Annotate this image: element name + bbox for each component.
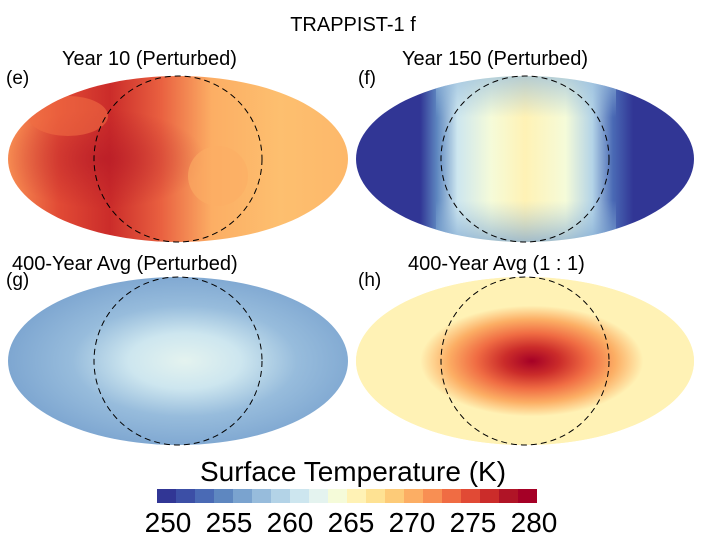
colorbar-swatch [366,489,386,503]
colorbar-swatch [195,489,215,503]
panel-g-label: (g) [6,270,30,291]
colorbar-tick: 260 [266,507,314,538]
colorbar-swatch [290,489,310,503]
substellar-ring [93,75,263,243]
panel-g-title: 400-Year Avg (Perturbed) [12,253,238,275]
panel-h-map [356,276,694,446]
panel-e-map [8,75,348,243]
colorbar-swatch [328,489,348,503]
panel-g-map [8,276,348,446]
panel-h-label: (h) [358,270,382,291]
panel-f-map [356,75,694,243]
panel-e-label: (e) [6,68,30,89]
substellar-ring [440,75,610,243]
panel-f-title: Year 150 (Perturbed) [402,48,589,70]
panel-h-title: 400-Year Avg (1 : 1) [408,253,585,275]
colorbar-title: Surface Temperature (K) [199,456,507,487]
colorbar-tick: 275 [449,507,497,538]
colorbar-swatch [271,489,291,503]
colorbar-swatch [176,489,196,503]
colorbar-swatch [518,489,537,503]
colorbar-swatch [233,489,253,503]
colorbar-swatch [347,489,367,503]
colorbar-tick: 280 [510,507,558,538]
substellar-ring [93,276,263,446]
panel-e-title: Year 10 (Perturbed) [62,48,237,70]
colorbar-swatch [309,489,329,503]
colorbar-tick: 255 [205,507,253,538]
colorbar-tick: 250 [144,507,192,538]
colorbar-swatch [385,489,405,503]
substellar-ring [440,276,610,446]
panel-f-label: (f) [358,68,376,89]
colorbar-swatch [252,489,272,503]
colorbar-swatch [442,489,462,503]
colorbar-swatch [499,489,519,503]
colorbar-swatch [480,489,500,503]
colorbar-swatch [423,489,443,503]
colorbar [157,489,537,503]
colorbar-swatch [214,489,234,503]
colorbar-swatch [157,489,177,503]
colorbar-swatch [404,489,424,503]
colorbar-swatch [461,489,481,503]
colorbar-tick: 265 [327,507,375,538]
colorbar-tick: 270 [388,507,436,538]
figure-title: TRAPPIST-1 f [290,14,416,36]
